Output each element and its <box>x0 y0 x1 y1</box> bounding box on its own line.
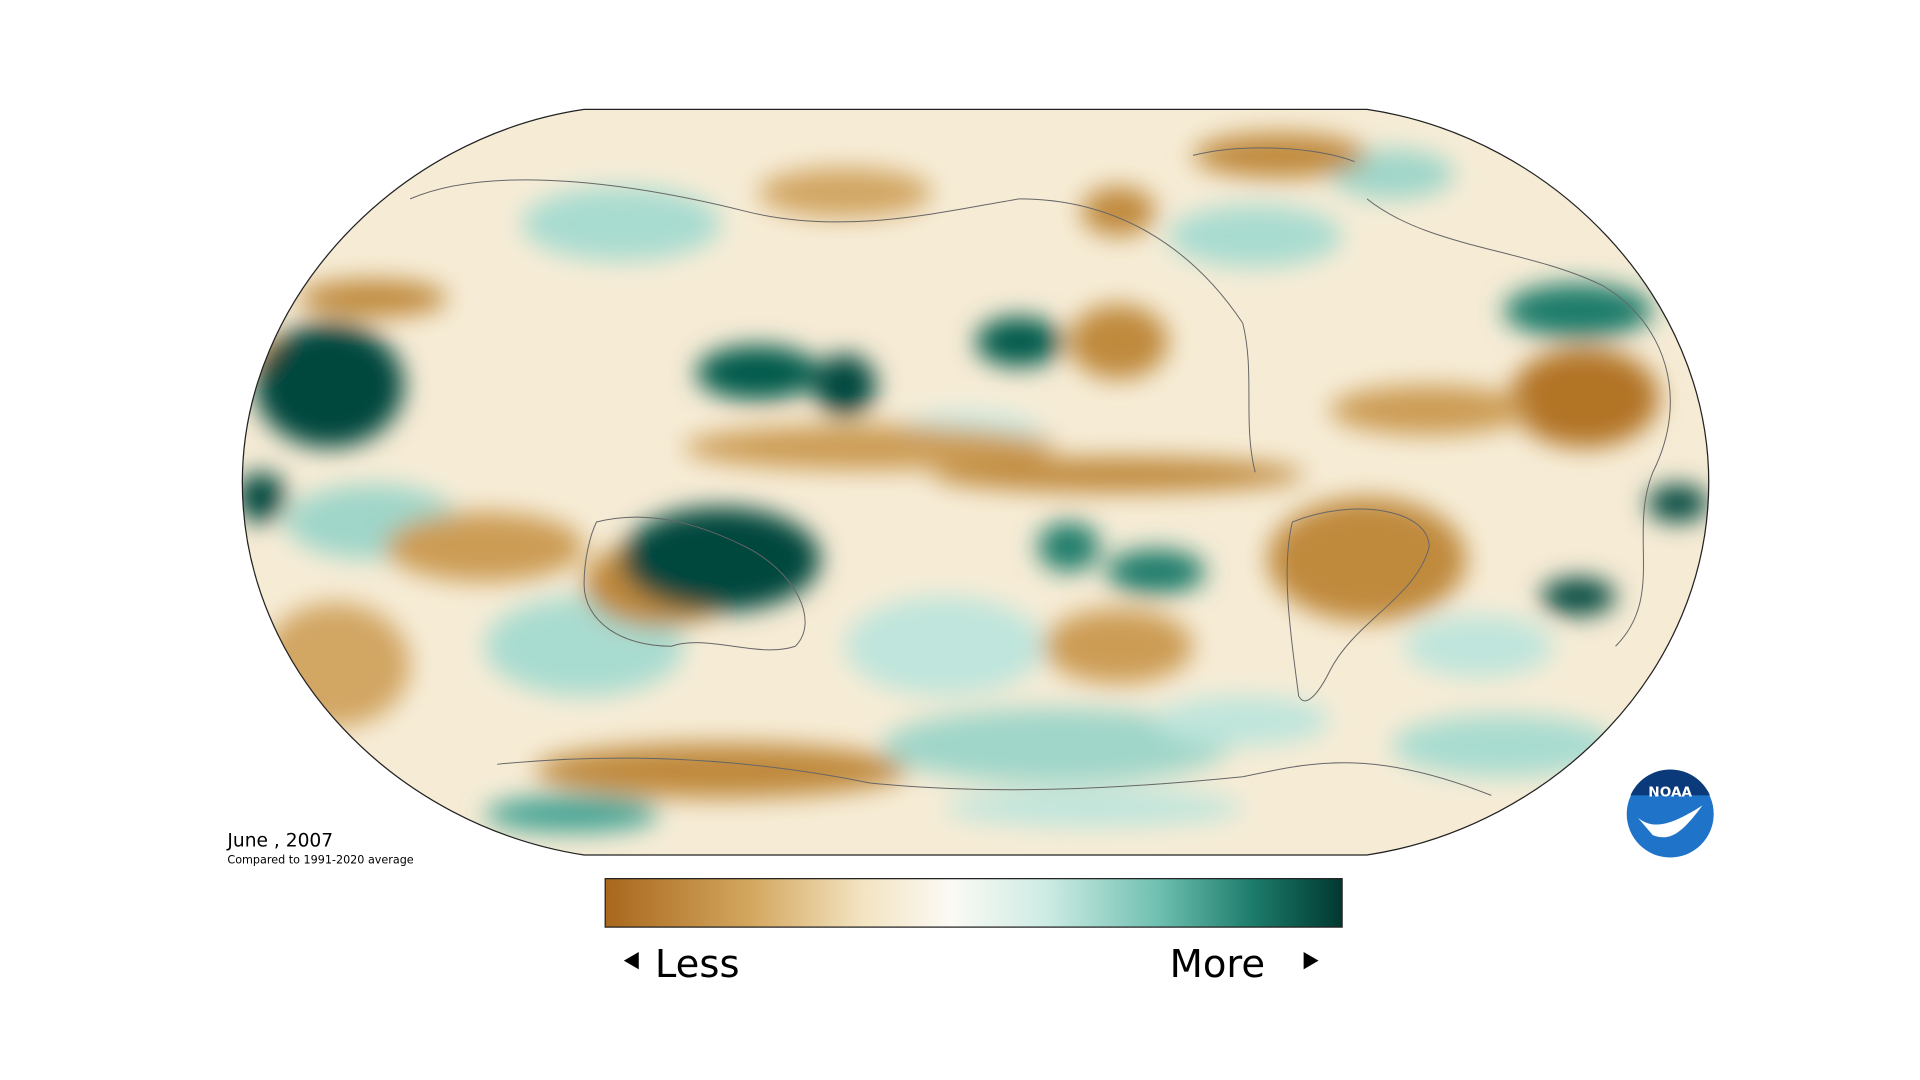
map-title: June , 2007 <box>226 830 333 851</box>
logo-bird <box>1637 805 1703 838</box>
map-field <box>242 109 1709 856</box>
more-arrow <box>1303 951 1319 970</box>
logo-top <box>1630 769 1710 796</box>
legend-high-label: More <box>1170 942 1265 987</box>
map-outline <box>241 108 1710 856</box>
color-bar <box>604 878 1343 928</box>
legend-low-label: Less <box>655 942 740 987</box>
noaa-logo: NOAA <box>1626 769 1714 858</box>
coastlines <box>409 147 1671 796</box>
less-arrow <box>623 951 639 970</box>
map-subtitle: Compared to 1991-2020 average <box>227 854 413 867</box>
logo-text: NOAA <box>1648 785 1692 801</box>
anomaly-blobs <box>242 133 1709 833</box>
